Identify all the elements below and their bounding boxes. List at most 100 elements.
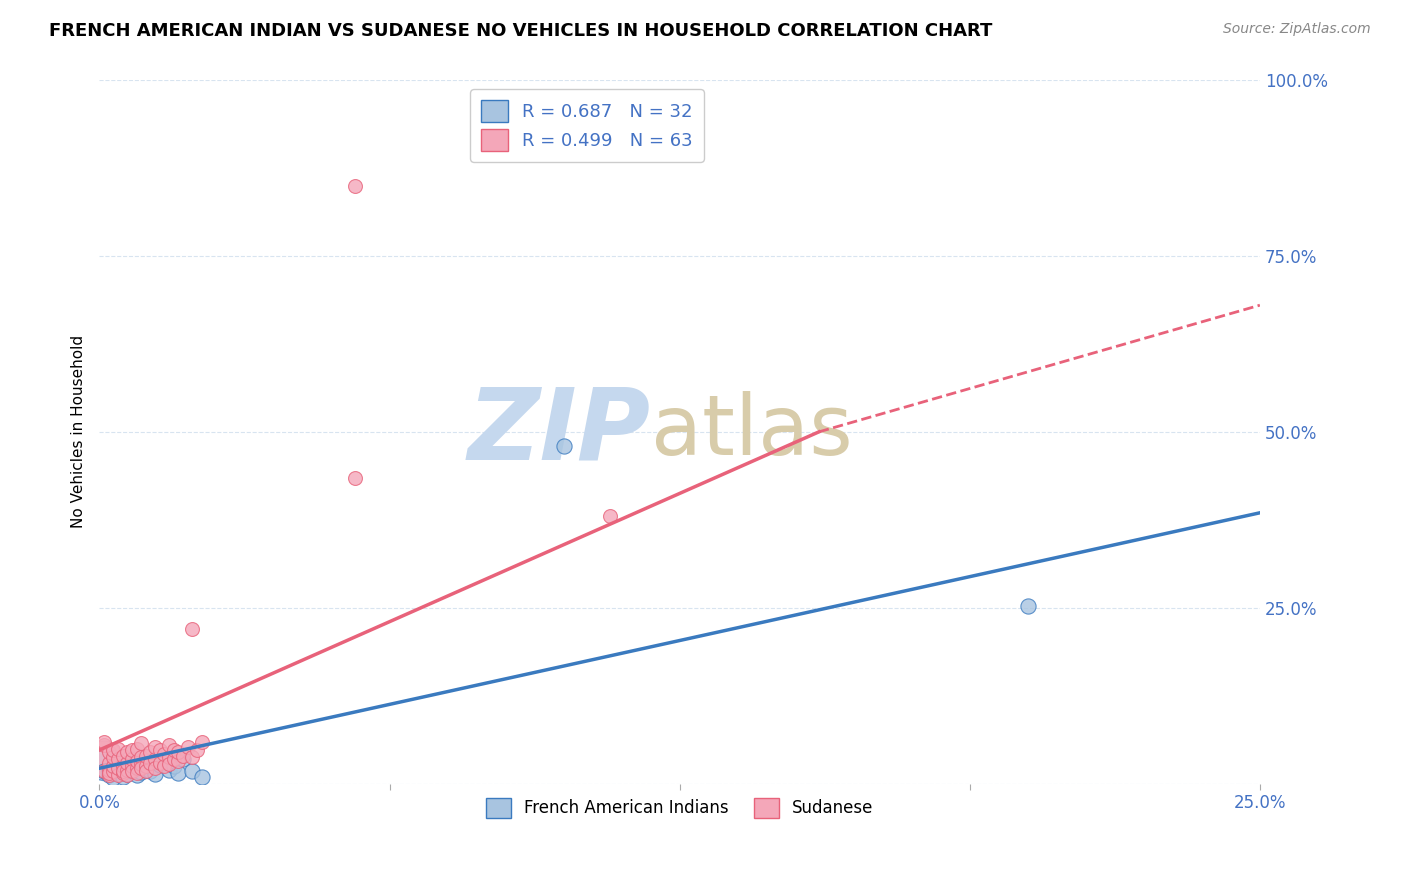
Legend: French American Indians, Sudanese: French American Indians, Sudanese [479,791,880,825]
Point [117,768,139,782]
Point [186,743,208,757]
Point [121,759,143,773]
Point [117,756,139,770]
Point [157,757,180,772]
Point [125,761,148,775]
Point [129,761,152,775]
Point [97,745,120,759]
Point [129,759,152,773]
Point [343,178,366,193]
Point [103,759,125,773]
Point [97,763,120,777]
Point [107,766,129,780]
Point [143,761,166,775]
Point [111,764,134,778]
Point [129,750,152,764]
Point [93,738,115,752]
Point [97,768,120,782]
Point [107,741,129,756]
Point [93,734,115,748]
Point [97,763,120,777]
Point [153,747,176,761]
Point [97,756,120,770]
Point [143,767,166,781]
Text: ZIP: ZIP [468,384,651,481]
Point [167,754,190,768]
Point [181,764,204,778]
Point [149,743,172,757]
Point [103,761,125,775]
Point [121,757,143,772]
Point [157,763,180,777]
Point [139,756,162,770]
Point [121,764,143,778]
Point [107,768,129,782]
Point [93,756,115,770]
Point [139,764,162,778]
Point [103,764,125,778]
Point [125,741,148,756]
Point [111,766,134,780]
Y-axis label: No Vehicles in Household: No Vehicles in Household [72,335,86,528]
Point [163,743,186,757]
Point [553,439,575,453]
Point [181,622,204,636]
Point [125,754,148,768]
Point [93,764,115,778]
Point [157,738,180,752]
Point [107,752,129,766]
Text: Source: ZipAtlas.com: Source: ZipAtlas.com [1223,22,1371,37]
Point [121,743,143,757]
Point [121,764,143,778]
Point [93,752,115,766]
Point [117,745,139,759]
Point [181,750,204,764]
Point [149,756,172,770]
Point [190,770,212,784]
Point [129,765,152,780]
Point [125,768,148,782]
Point [135,764,157,778]
Point [153,756,176,770]
Point [111,770,134,784]
Point [93,764,115,778]
Text: atlas: atlas [651,392,852,473]
Point [599,509,621,524]
Point [111,759,134,773]
Point [97,768,120,782]
Point [135,759,157,773]
Point [129,757,152,772]
Point [125,766,148,780]
Point [172,748,194,763]
Point [149,758,172,772]
Point [139,745,162,759]
Point [107,756,129,770]
Point [1017,599,1039,614]
Point [125,761,148,775]
Point [103,771,125,785]
Point [117,763,139,777]
Text: FRENCH AMERICAN INDIAN VS SUDANESE NO VEHICLES IN HOUSEHOLD CORRELATION CHART: FRENCH AMERICAN INDIAN VS SUDANESE NO VE… [49,22,993,40]
Point [167,745,190,759]
Point [172,752,194,766]
Point [111,759,134,773]
Point [121,752,143,766]
Point [190,734,212,748]
Point [143,740,166,755]
Point [176,740,198,755]
Point [117,767,139,781]
Point [135,754,157,768]
Point [167,766,190,780]
Point [163,759,186,773]
Point [107,761,129,775]
Point [135,763,157,777]
Point [153,759,176,773]
Point [97,766,120,780]
Point [163,752,186,766]
Point [143,752,166,766]
Point [135,748,157,763]
Point [343,470,366,484]
Point [111,764,134,778]
Point [157,750,180,764]
Point [117,761,139,775]
